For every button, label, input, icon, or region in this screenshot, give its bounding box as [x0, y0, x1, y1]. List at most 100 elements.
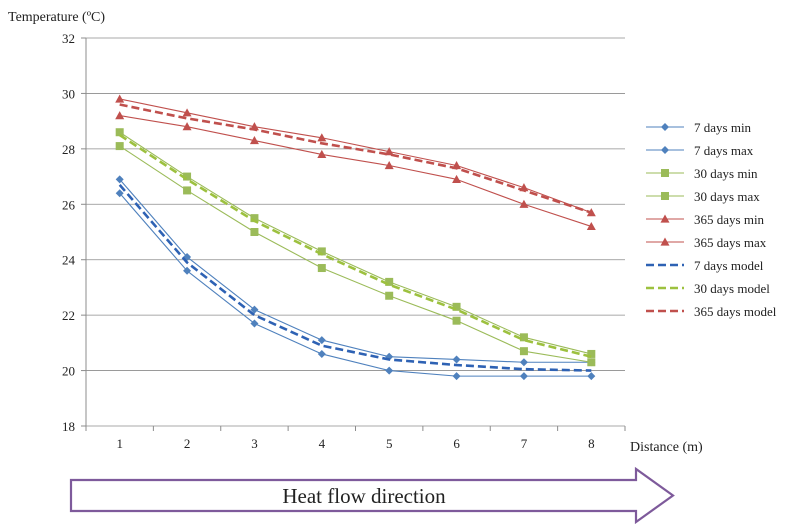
data-point — [115, 175, 124, 184]
legend-marker — [660, 237, 670, 246]
data-point — [519, 347, 528, 356]
series-365-days-min — [115, 111, 596, 231]
y-tick-label: 22 — [62, 308, 75, 323]
legend-marker — [660, 214, 670, 223]
data-point — [249, 136, 259, 145]
y-tick-label: 20 — [62, 364, 75, 379]
heat-flow-arrow-shape — [69, 466, 675, 525]
data-point — [452, 302, 461, 311]
legend-label: 365 days model — [694, 304, 777, 319]
legend-item: 7 days max — [646, 143, 754, 158]
data-point — [587, 349, 596, 358]
series-line — [119, 131, 592, 355]
x-tick-label: 7 — [521, 436, 528, 451]
gridlines — [86, 37, 625, 427]
series-30-days-min — [115, 142, 596, 367]
series-line — [118, 184, 592, 372]
data-point — [452, 174, 462, 183]
y-tick-label: 18 — [62, 419, 75, 434]
legend-item: 30 days max — [646, 189, 760, 204]
data-point — [115, 142, 124, 151]
data-point — [250, 319, 259, 328]
data-point — [519, 333, 528, 342]
data-point — [317, 247, 326, 256]
data-point — [385, 291, 394, 300]
y-tick-label: 26 — [62, 197, 76, 212]
legend-item: 365 days model — [646, 304, 777, 319]
data-point — [250, 214, 259, 223]
data-point — [452, 316, 461, 325]
legend-item: 365 days min — [646, 212, 765, 227]
series-365-days-model — [119, 103, 592, 214]
data-point — [587, 358, 596, 367]
legend-marker — [661, 146, 669, 154]
data-point — [317, 349, 326, 358]
data-point — [384, 160, 394, 170]
axes: 18 20 22 24 26 28 30 32 1 2 3 4 5 6 7 8 — [62, 31, 626, 451]
data-point — [115, 189, 124, 198]
data-point — [250, 228, 259, 236]
x-tick-label: 3 — [251, 436, 258, 451]
data-point — [587, 372, 596, 381]
legend-item: 7 days model — [646, 258, 764, 273]
data-point — [250, 305, 259, 314]
data-point — [183, 186, 192, 195]
data-point — [519, 372, 528, 381]
data-point — [317, 133, 327, 142]
data-point — [519, 358, 528, 367]
data-point — [317, 264, 326, 273]
legend-item: 7 days min — [646, 120, 752, 135]
x-tick-label: 5 — [386, 436, 393, 451]
data-point — [452, 355, 461, 364]
legend: 7 days min 7 days max 30 days min 30 days m… — [646, 120, 777, 319]
data-point — [115, 128, 124, 137]
data-point — [317, 149, 327, 158]
series-7-days-model — [118, 184, 592, 372]
y-tick-label: 30 — [62, 86, 75, 101]
legend-label: 30 days max — [694, 189, 760, 204]
legend-marker — [661, 123, 669, 131]
series-line — [119, 115, 592, 227]
series-30-days-model — [118, 133, 592, 358]
legend-item: 30 days min — [646, 166, 758, 181]
y-tick-label: 32 — [62, 31, 75, 46]
heat-flow-arrow: Heat flow direction — [69, 466, 675, 525]
legend-item: 365 days max — [646, 235, 767, 250]
series-line — [119, 103, 592, 214]
series-7-days-min — [115, 189, 596, 381]
legend-label: 30 days model — [694, 281, 770, 296]
data-point — [182, 122, 192, 131]
data-point — [317, 336, 326, 345]
series-line — [119, 98, 592, 214]
legend-label: 7 days model — [694, 258, 764, 273]
series-7-days-max — [115, 175, 596, 367]
heat-flow-label: Heat flow direction — [282, 484, 446, 508]
series-line — [119, 192, 592, 377]
x-tick-label: 4 — [319, 436, 326, 451]
series-30-days-max — [115, 128, 596, 358]
legend-label: 7 days min — [694, 120, 752, 135]
x-tick-label: 8 — [588, 436, 595, 451]
series-line — [119, 145, 592, 363]
data-point — [586, 221, 596, 231]
series-365-days-max — [115, 94, 596, 217]
series-group — [115, 94, 596, 381]
data-point — [182, 108, 192, 117]
y-tick-label: 24 — [62, 253, 76, 268]
data-point — [115, 111, 125, 120]
series-line — [119, 178, 592, 363]
legend-marker — [661, 169, 669, 177]
y-tick-label: 28 — [62, 142, 75, 157]
data-point — [519, 199, 529, 208]
data-point — [385, 366, 394, 375]
x-axis-label: Distance (m) — [630, 440, 703, 455]
x-tick-label: 1 — [116, 436, 123, 451]
data-point — [452, 372, 461, 381]
data-point — [115, 94, 125, 103]
data-point — [183, 266, 192, 275]
data-point — [183, 172, 192, 181]
legend-label: 7 days max — [694, 143, 754, 158]
series-line — [118, 133, 592, 358]
legend-label: 365 days min — [694, 212, 765, 227]
